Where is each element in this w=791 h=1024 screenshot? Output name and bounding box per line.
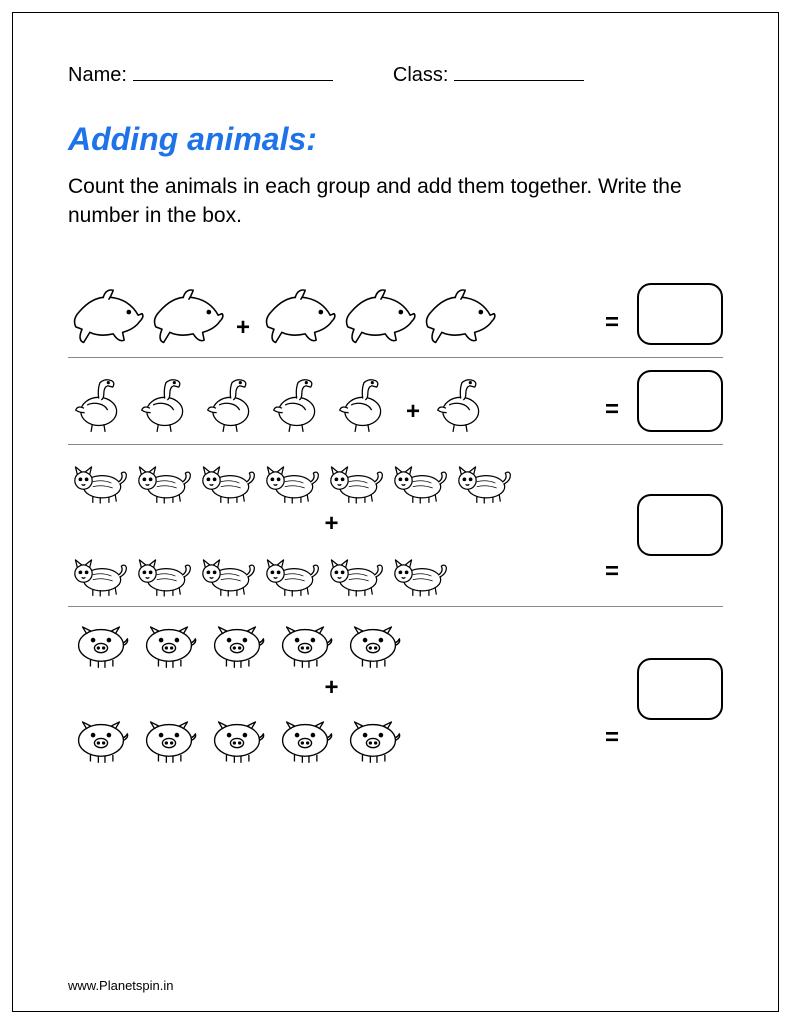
problem-row-1: [68, 457, 595, 507]
pig-icon: [272, 619, 338, 670]
vulture-icon: [68, 373, 132, 434]
pig-icon: [204, 619, 270, 670]
name-field: Name:: [68, 63, 333, 87]
equals-operator: =: [605, 558, 619, 600]
dolphin-icon: [148, 284, 226, 350]
plus-operator: +: [236, 314, 250, 350]
pig-icon: [340, 714, 406, 765]
equals-operator: =: [605, 724, 619, 766]
problem-row-2: [68, 550, 595, 600]
vulture-icon: [430, 373, 494, 434]
pig-icon: [68, 714, 134, 765]
answer-box[interactable]: [637, 494, 723, 556]
instructions-text: Count the animals in each group and add …: [68, 172, 723, 231]
animal-groups: +: [68, 373, 595, 434]
cat-icon: [132, 550, 194, 600]
dolphin-icon: [68, 284, 146, 350]
pig-icon: [136, 619, 202, 670]
equals-operator: =: [605, 396, 619, 438]
plus-operator: +: [406, 398, 420, 434]
problem-row: +: [68, 373, 595, 434]
cat-icon: [388, 550, 450, 600]
animal-groups: +: [68, 457, 595, 600]
pig-icon: [68, 619, 134, 670]
cat-icon: [452, 457, 514, 507]
dolphin-icon: [340, 284, 418, 350]
problem-row: +: [68, 284, 595, 350]
pig-icon: [272, 714, 338, 765]
equals-operator: =: [605, 309, 619, 351]
cat-icon: [324, 550, 386, 600]
animal-groups: +: [68, 284, 595, 350]
plus-row: +: [68, 510, 595, 546]
cat-icon: [68, 457, 130, 507]
pig-icon: [204, 714, 270, 765]
animal-groups: +: [68, 619, 595, 766]
cat-icon: [260, 550, 322, 600]
plus-operator: +: [324, 510, 338, 546]
dolphin-icon: [260, 284, 338, 350]
name-input-line[interactable]: [133, 63, 333, 81]
problem-row-1: [68, 619, 595, 670]
problem: +: [68, 445, 723, 607]
plus-row: +: [68, 674, 595, 710]
vulture-icon: [332, 373, 396, 434]
problems-container: + =: [68, 271, 723, 772]
problem: + =: [68, 358, 723, 445]
cat-icon: [132, 457, 194, 507]
class-field: Class:: [393, 63, 585, 87]
footer-credit: www.Planetspin.in: [68, 978, 174, 993]
vulture-icon: [134, 373, 198, 434]
cat-icon: [196, 550, 258, 600]
class-input-line[interactable]: [454, 63, 584, 81]
problem: +: [68, 607, 723, 772]
worksheet-title: Adding animals:: [68, 121, 723, 158]
header-row: Name: Class:: [68, 63, 723, 87]
class-label: Class:: [393, 64, 449, 87]
cat-icon: [196, 457, 258, 507]
cat-icon: [324, 457, 386, 507]
cat-icon: [68, 550, 130, 600]
cat-icon: [388, 457, 450, 507]
vulture-icon: [266, 373, 330, 434]
answer-box[interactable]: [637, 370, 723, 432]
problem-row-2: [68, 714, 595, 765]
problem: + =: [68, 271, 723, 358]
answer-box[interactable]: [637, 658, 723, 720]
answer-box[interactable]: [637, 283, 723, 345]
plus-operator: +: [324, 674, 338, 710]
cat-icon: [260, 457, 322, 507]
name-label: Name:: [68, 64, 127, 87]
worksheet-page: Name: Class: Adding animals: Count the a…: [12, 12, 779, 1012]
vulture-icon: [200, 373, 264, 434]
pig-icon: [136, 714, 202, 765]
pig-icon: [340, 619, 406, 670]
dolphin-icon: [420, 284, 498, 350]
